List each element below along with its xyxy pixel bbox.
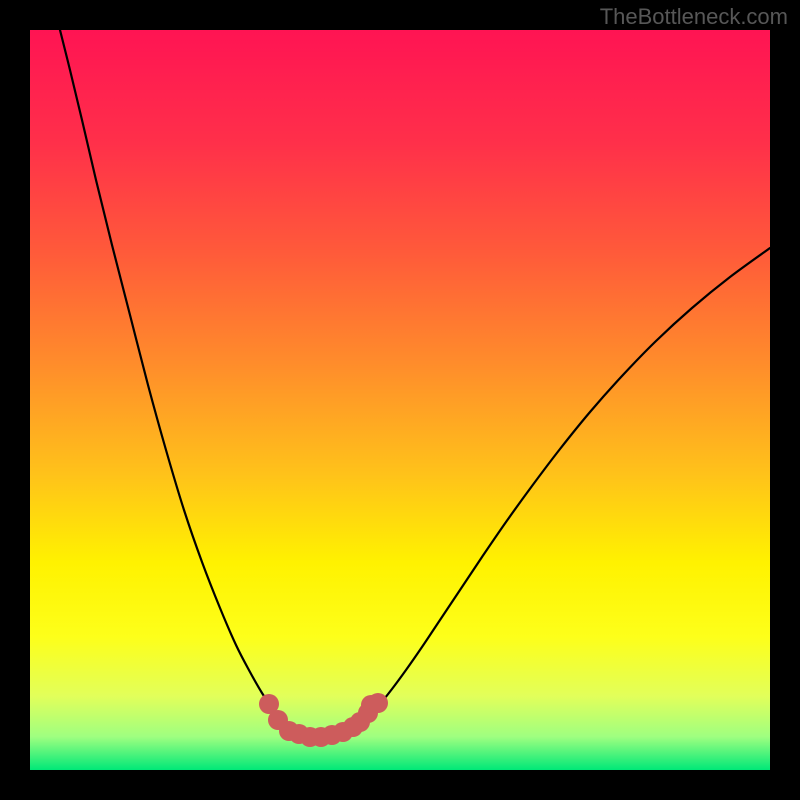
plot-background-gradient	[30, 30, 770, 770]
chart-stage: TheBottleneck.com	[0, 0, 800, 800]
watermark-text: TheBottleneck.com	[600, 4, 788, 30]
curve-marker	[368, 693, 388, 713]
bottleneck-chart	[0, 0, 800, 800]
